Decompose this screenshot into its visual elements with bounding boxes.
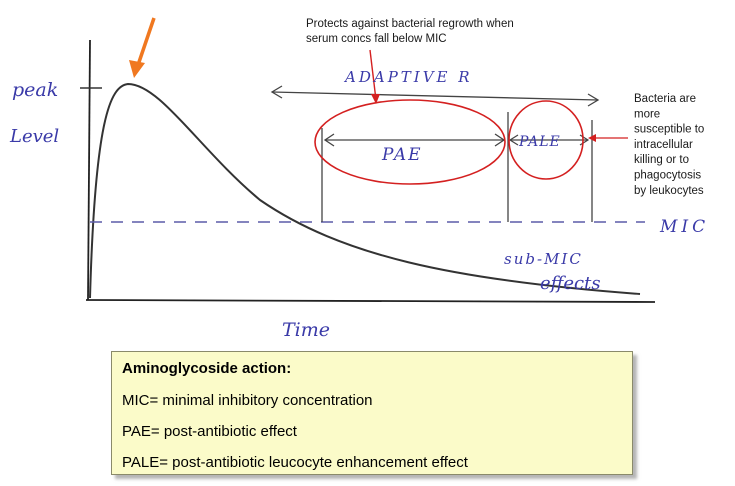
pae-label: PAE [381,145,423,165]
adaptive-arrowhead-right [587,93,600,107]
right-note-line: Bacteria are [634,93,696,105]
peak-label: peak [12,79,58,101]
peak-arrow [135,17,156,69]
right-note: Bacteria are more susceptible to intracellu… [634,93,704,197]
right-note-arrowhead [588,134,596,142]
peak-arrowhead [129,60,145,78]
top-note-arrowhead [371,94,380,104]
pale-arrowhead-left [508,134,519,146]
adaptive-arrow [271,91,599,101]
pae-arrowhead-right [494,133,506,147]
right-note-line: susceptible to [634,124,704,136]
right-note-line: phagocytosis [634,170,701,182]
pae-arrowhead-left [323,133,335,147]
top-note-arrow [369,49,377,101]
concentration-curve [89,82,641,299]
adaptive-arrowhead-left [270,85,283,99]
x-axis [85,299,656,303]
adaptive-label: ADAPTIVE R [343,68,473,86]
pale-label: PALE [518,134,561,150]
pale-ellipse [508,100,584,180]
mic-label: MIC [659,217,709,237]
top-note: Protects against bacterial regrowth when… [306,18,517,45]
pae-ellipse [314,99,506,185]
y-axis [87,39,91,301]
right-note-line: intracellular [634,139,693,151]
sub-mic-label: sub-MIC [504,250,583,268]
legend-line-pale: PALE= post-antibiotic leucocyte enhancem… [122,454,468,471]
legend-box: Aminoglycoside action: MIC= minimal inhi… [111,351,633,475]
level-label: Level [9,126,59,147]
legend-line-pae: PAE= post-antibiotic effect [122,423,297,440]
right-note-line: killing or to [634,154,689,166]
right-note-line: by leukocytes [634,185,704,197]
effects-label: effects [540,273,601,294]
right-note-line: more [634,108,660,120]
legend-title: Aminoglycoside action: [122,360,292,377]
time-label: Time [282,319,330,341]
legend-line-mic: MIC= minimal inhibitory concentration [122,392,373,409]
